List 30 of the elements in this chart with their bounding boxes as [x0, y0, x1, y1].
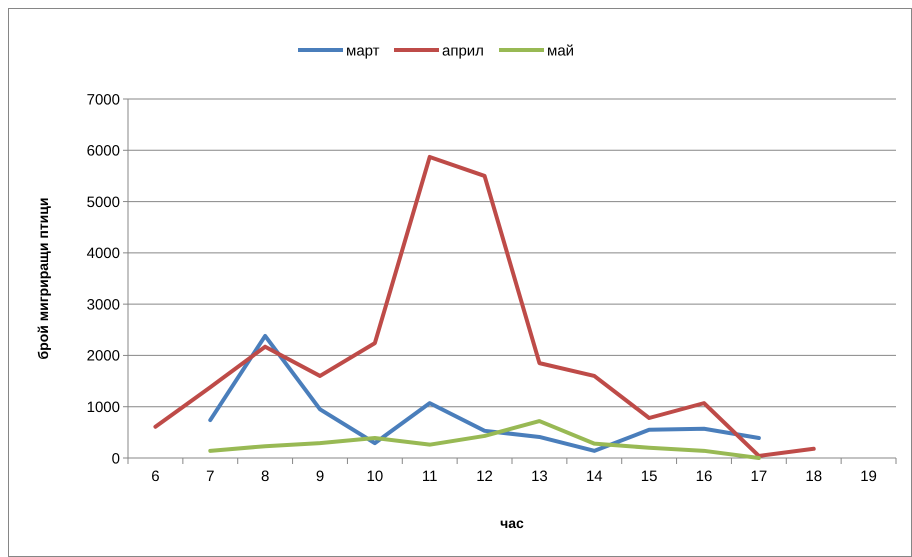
- line-series: [208, 419, 761, 460]
- x-tick-label: 8: [260, 468, 270, 485]
- legend-label: март: [346, 42, 380, 60]
- line-series: [153, 154, 816, 458]
- y-tick-label: 0: [112, 450, 120, 468]
- x-tick-label: 7: [206, 468, 214, 485]
- y-tick-label: 7000: [86, 91, 120, 108]
- x-tick-label: 15: [640, 468, 658, 485]
- x-tick-label: 16: [696, 468, 712, 485]
- legend-label: април: [442, 42, 484, 60]
- y-tick-label: 5000: [86, 194, 120, 211]
- legend-label: май: [547, 42, 574, 60]
- y-tick-label: 4000: [86, 245, 120, 262]
- x-tick-label: 19: [860, 468, 877, 485]
- x-tick-label: 6: [151, 468, 160, 485]
- y-tick-label: 3000: [86, 296, 120, 314]
- y-tick-label: 1000: [86, 398, 120, 416]
- x-tick-label: 18: [805, 468, 822, 485]
- y-axis-title: брой мигриращи птици: [35, 198, 51, 360]
- x-tick-label: 12: [476, 468, 493, 485]
- y-tick-label: 2000: [86, 348, 120, 365]
- y-tick-label: 6000: [86, 142, 120, 160]
- x-tick-label: 10: [366, 468, 384, 485]
- x-axis-title: час: [500, 515, 524, 531]
- x-tick-label: 11: [422, 468, 438, 485]
- line-series: [208, 334, 761, 453]
- x-tick-label: 17: [750, 468, 768, 485]
- x-tick-label: 14: [586, 468, 603, 485]
- x-tick-label: 13: [531, 468, 548, 485]
- x-tick-label: 9: [316, 468, 324, 485]
